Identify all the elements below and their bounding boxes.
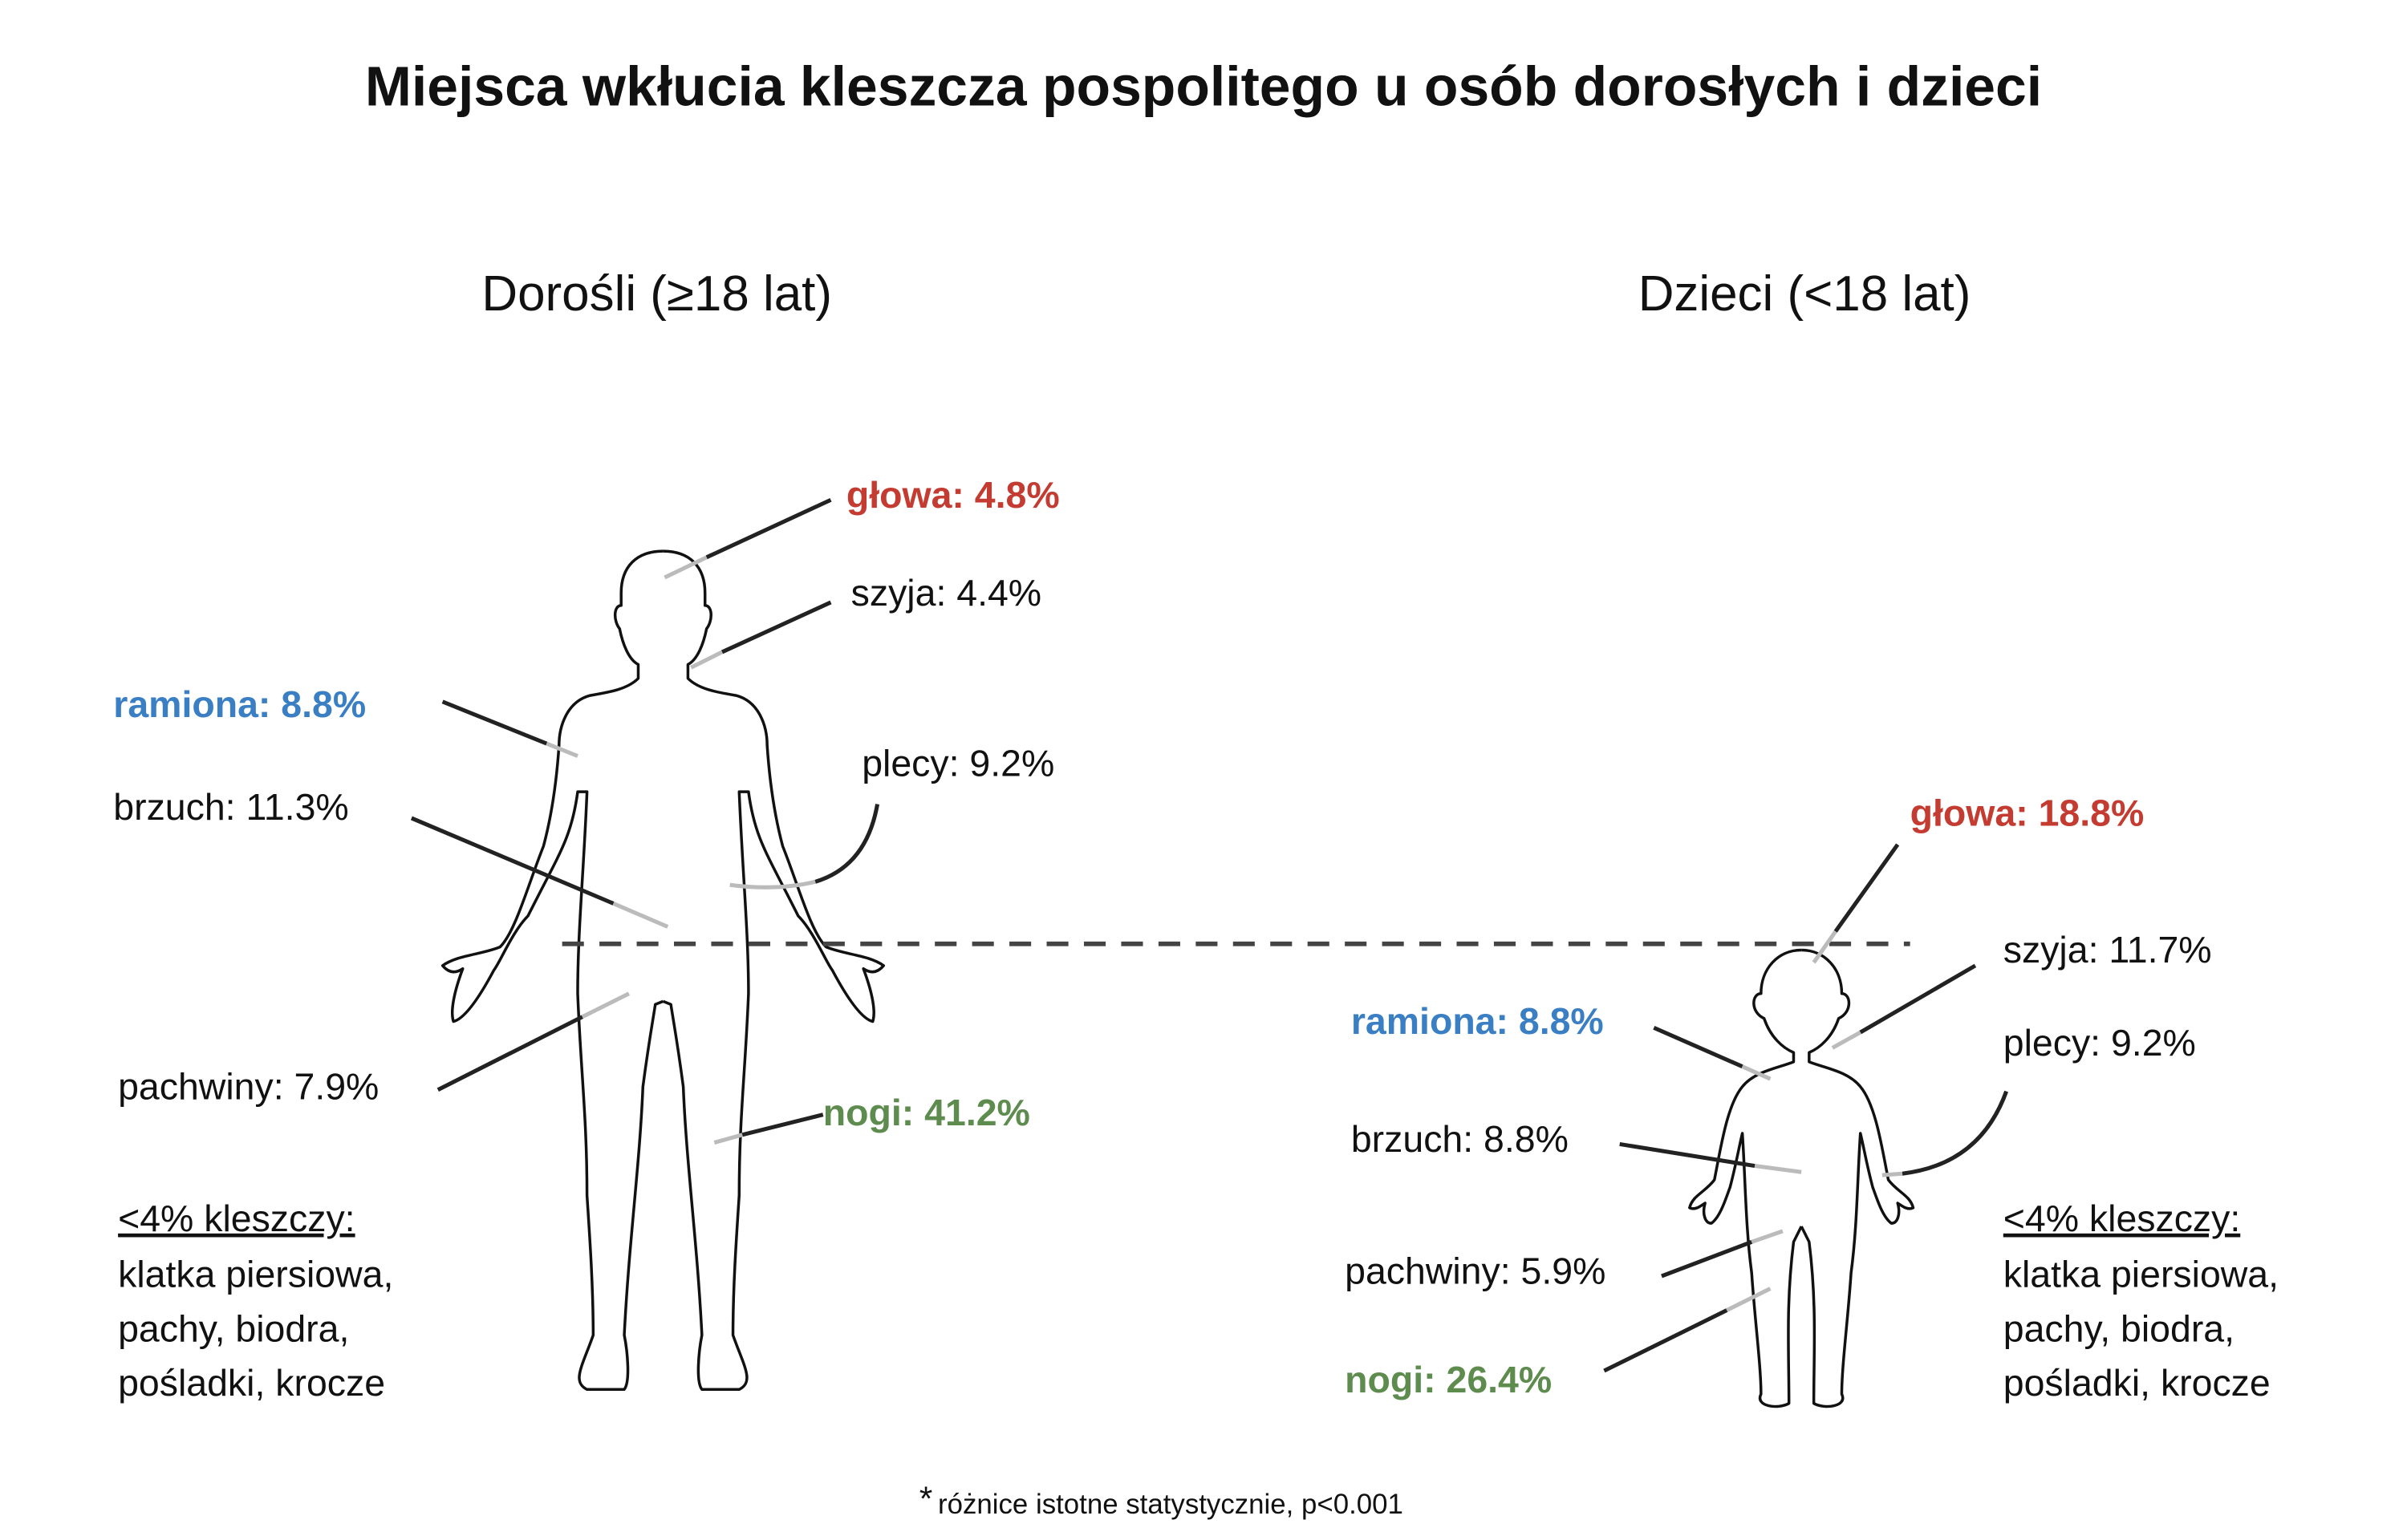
adults-heading: Dorośli (≥18 lat) [481,266,832,322]
adult-label-abdomen: brzuch: 11.3% [113,786,348,828]
adult-leader-lines [410,497,880,1145]
child-body-figure [1688,948,1915,1408]
adult-minor-line: klatka piersiowa, [118,1254,393,1295]
adult-label-arms: ramiona: 8.8% [113,683,366,725]
adult-minor-line: pachy, biodra, [118,1307,349,1349]
child-label-arms: ramiona: 8.8% [1351,1000,1604,1042]
child-leader-lines [1603,843,2009,1373]
footnote-asterisk: * [919,1480,933,1518]
adult-label-head: głowa: 4.8% [846,474,1060,516]
child-label-groin: pachwiny: 5.9% [1345,1250,1605,1292]
adult-minor-heading: <4% kleszczy: [118,1198,355,1239]
children-heading: Dzieci (<18 lat) [1638,266,1971,322]
adult-minor-line: pośladki, krocze [118,1362,385,1404]
adult-label-legs: nogi: 41.2% [823,1092,1030,1133]
diagram-title: Miejsca wkłucia kleszcza pospolitego u o… [365,55,2042,118]
adult-label-neck: szyja: 4.4% [851,572,1041,614]
child-minor-line: pachy, biodra, [2003,1307,2234,1349]
child-minor-line: klatka piersiowa, [2003,1254,2279,1295]
child-minor-heading: <4% kleszczy: [2003,1198,2241,1239]
adult-label-back: plecy: 9.2% [862,743,1054,784]
child-label-abdomen: brzuch: 8.8% [1351,1118,1569,1160]
adult-label-groin: pachwiny: 7.9% [118,1065,379,1107]
footnote: różnice istotne statystycznie, p<0.001 [938,1489,1403,1520]
child-label-back: plecy: 9.2% [2003,1022,2196,1064]
adult-body-figure [440,549,886,1391]
child-label-neck: szyja: 11.7% [2003,929,2212,971]
child-minor-line: pośladki, krocze [2003,1362,2271,1404]
child-label-head: głowa: 18.8% [1910,792,2145,834]
child-label-legs: nogi: 26.4% [1345,1359,1552,1400]
